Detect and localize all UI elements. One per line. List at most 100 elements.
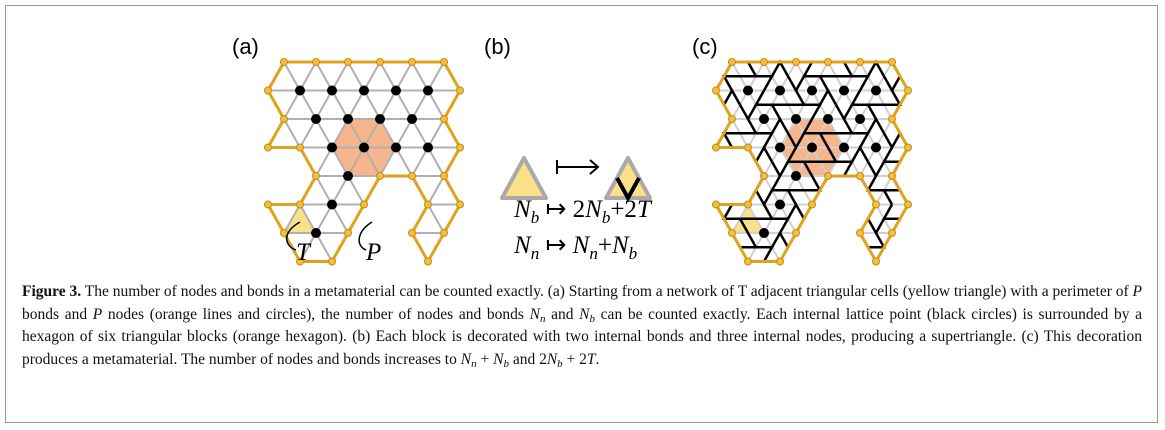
perimeter-node (344, 58, 352, 66)
f: b (629, 244, 638, 263)
bond (363, 118, 381, 148)
perimeter-bond (778, 232, 798, 263)
bond (315, 232, 333, 262)
caption-text: N (493, 350, 504, 368)
internal-bonds (740, 61, 759, 78)
internal-node (391, 85, 401, 96)
bond (315, 147, 333, 177)
internal-bonds (865, 175, 884, 192)
bond (347, 147, 365, 177)
internal-node (423, 85, 433, 96)
perimeter-node (824, 58, 832, 66)
perimeter-node (328, 257, 336, 266)
f: ↦ (539, 232, 572, 259)
perimeter-bond (266, 118, 286, 149)
internal-bonds (817, 75, 836, 92)
bond (411, 90, 429, 120)
internal-bonds (865, 103, 884, 120)
perimeter-node (376, 172, 384, 180)
internal-node (839, 85, 849, 96)
hexagon-block (332, 147, 364, 176)
internal-bonds (753, 89, 772, 106)
perimeter-node (280, 115, 288, 123)
perimeter-bond (266, 89, 286, 120)
f: b (531, 208, 540, 227)
caption-text: can be counted exactly. Each internal la… (22, 305, 1142, 368)
internal-bonds (769, 103, 788, 120)
perimeter-bond (746, 175, 766, 206)
internal-bonds (852, 75, 871, 92)
internal-node (407, 114, 417, 124)
f: N (513, 232, 532, 259)
caption-text: b (589, 312, 596, 325)
perimeter-node (904, 143, 912, 152)
caption-label: Figure 3. (22, 283, 82, 300)
perimeter-bond (746, 146, 766, 177)
caption-text: b (503, 357, 509, 370)
perimeter-node (760, 58, 768, 66)
panel-label: (c) (692, 34, 718, 59)
bond (427, 147, 445, 177)
internal-bonds (836, 61, 855, 78)
internal-bonds (801, 118, 820, 135)
internal-node (759, 114, 769, 124)
supertriangle-bonds (615, 177, 641, 203)
bond (331, 175, 349, 205)
formula: Nb ↦ 2Nb+2T (513, 196, 653, 227)
internal-bonds (817, 132, 836, 149)
internal-node (791, 171, 801, 181)
perimeter-bond (362, 175, 382, 206)
perimeter-bond (346, 203, 366, 234)
perimeter-node (712, 200, 720, 209)
internal-bonds (884, 89, 903, 106)
caption-text: + 2 (562, 350, 587, 368)
perimeter-node (312, 172, 320, 180)
bond (315, 175, 333, 205)
internal-bonds (756, 246, 775, 263)
internal-bonds (881, 203, 900, 220)
internal-node (311, 228, 321, 238)
caption-text: + (476, 350, 494, 368)
perimeter-node (904, 86, 912, 95)
bond (427, 118, 445, 148)
perimeter-node (296, 143, 304, 152)
bond (379, 118, 397, 148)
perimeter-node (760, 172, 768, 180)
perimeter-bond (858, 175, 878, 206)
internal-node (359, 142, 369, 153)
perimeter-node (856, 58, 864, 66)
bond (427, 204, 445, 234)
perimeter-bond (410, 203, 430, 234)
bond (331, 118, 349, 148)
perimeter-bond (266, 61, 286, 92)
hexagon-block (332, 119, 364, 148)
bond (315, 90, 333, 120)
panel-label: (a) (232, 34, 259, 59)
bond (395, 147, 413, 177)
perimeter-node (904, 200, 912, 209)
bond (411, 118, 429, 148)
perimeter-bond (858, 203, 878, 234)
lattice-c (712, 58, 912, 266)
f: N (611, 232, 630, 259)
internal-bonds (804, 175, 823, 192)
internal-bonds (770, 230, 790, 248)
perimeter-bond (714, 61, 734, 92)
perimeter-bond (410, 175, 430, 206)
f: N (513, 196, 532, 223)
caption-text: N (460, 350, 472, 368)
internal-bonds (740, 232, 759, 249)
perimeter-bond (298, 175, 318, 206)
bond (299, 118, 317, 148)
lattice-a (264, 58, 464, 266)
internal-bonds (722, 87, 742, 106)
internal-bonds (740, 118, 759, 135)
internal-node (759, 228, 769, 238)
internal-node (327, 85, 337, 96)
caption-text: b (557, 357, 563, 370)
bond (315, 61, 333, 91)
triangle (500, 156, 548, 200)
perimeter-bond (410, 232, 430, 263)
f: T (637, 196, 653, 223)
caption-text: and 2 (508, 350, 547, 368)
